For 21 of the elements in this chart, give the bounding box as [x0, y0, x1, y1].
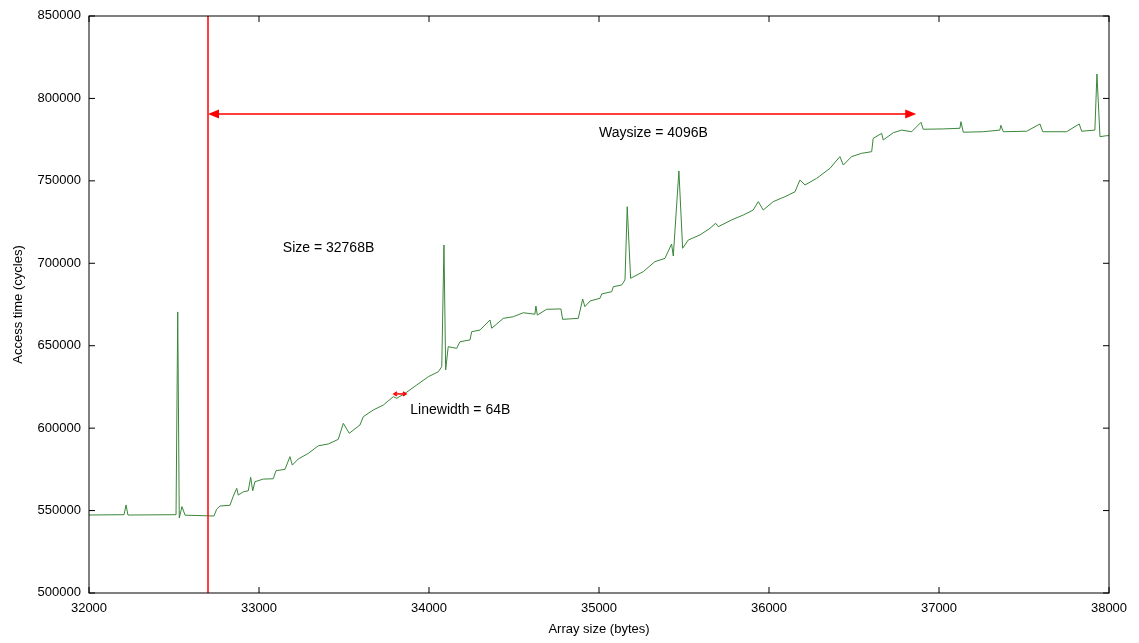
x-tick-label: 34000 — [410, 600, 448, 615]
x-tick-label: 32000 — [70, 600, 108, 615]
y-tick-label: 750000 — [37, 172, 81, 188]
y-tick-label: 800000 — [37, 89, 81, 105]
x-tick-label: 36000 — [750, 600, 788, 615]
annotation: Linewidth = 64B — [410, 400, 511, 417]
annotation: Waysize = 4096B — [599, 123, 708, 140]
y-tick-label: 600000 — [37, 419, 81, 435]
x-tick-label: 37000 — [920, 600, 958, 615]
x-axis-title: Array size (bytes) — [548, 621, 650, 636]
y-tick-label: 550000 — [37, 502, 81, 518]
x-tick-label: 35000 — [580, 600, 618, 615]
annotation: Size = 32768B — [282, 238, 375, 255]
y-tick-label: 500000 — [37, 584, 81, 600]
x-tick-label: 33000 — [240, 600, 278, 615]
line-series — [88, 73, 1110, 519]
y-axis-title: Access time (cycles) — [10, 245, 25, 364]
y-tick-label: 850000 — [37, 7, 81, 23]
y-tick-label: 650000 — [37, 337, 81, 353]
y-tick-label: 700000 — [37, 254, 81, 270]
x-tick-label: 38000 — [1090, 600, 1128, 615]
